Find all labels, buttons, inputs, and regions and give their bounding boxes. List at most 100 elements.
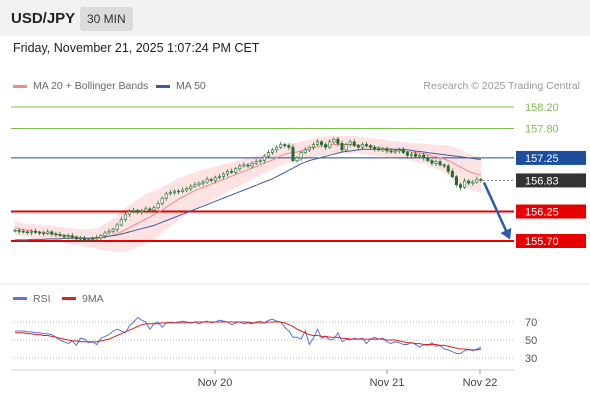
candle-body <box>119 219 123 226</box>
candle-body <box>99 235 103 239</box>
candle-body <box>148 208 152 211</box>
candle-body <box>66 235 70 238</box>
candle-body <box>25 231 29 233</box>
rsi-tick-70: 70 <box>525 317 537 329</box>
rsi-panel: 30 50 70 <box>11 316 537 365</box>
candle-body <box>299 152 303 159</box>
candle-body <box>246 164 250 167</box>
header-bar: USD/JPY 30 MIN <box>0 0 590 36</box>
price-label-155-70: 155.70 <box>525 236 559 248</box>
rsi-swatch <box>13 297 27 300</box>
candle-body <box>340 143 344 151</box>
candle-body <box>352 141 356 146</box>
candle-body <box>78 238 82 240</box>
candle-body <box>279 144 283 148</box>
rsi-legend-label: RSI <box>33 293 51 305</box>
candle-body <box>442 164 446 167</box>
x-tick-label: Nov 20 <box>198 377 233 389</box>
candle-body <box>50 231 54 235</box>
ma50-swatch <box>156 84 170 88</box>
candle-body <box>397 149 401 152</box>
candle-body <box>103 232 107 236</box>
candle-body <box>238 165 242 169</box>
candle-body <box>250 162 254 167</box>
candle-body <box>360 144 364 148</box>
candle-body <box>111 228 115 232</box>
bollinger-band-area <box>15 135 481 252</box>
legend-bollinger: MA 20 + Bollinger Bands <box>13 80 148 92</box>
candle-body <box>95 237 99 240</box>
rsi-tick-50: 50 <box>525 335 537 347</box>
candle-body <box>258 160 262 162</box>
candle-body <box>458 184 463 188</box>
candle-body <box>364 144 369 146</box>
candle-body <box>144 208 148 212</box>
candle-body <box>409 153 414 156</box>
ma50-legend-label: MA 50 <box>176 80 206 92</box>
candle-body <box>42 232 46 235</box>
candle-body <box>13 229 17 232</box>
x-tick-label: Nov 21 <box>370 377 405 389</box>
candle-body <box>254 161 258 164</box>
candle-body <box>266 152 270 157</box>
candle-body <box>38 232 42 234</box>
candle-body <box>234 168 238 173</box>
candle-body <box>21 231 25 233</box>
candle-body <box>295 157 299 161</box>
panel-separators <box>0 283 590 371</box>
rsi-legend: RSI 9MA <box>13 293 104 305</box>
candle-body <box>54 233 58 236</box>
candle-body <box>185 188 189 191</box>
candle-body <box>418 154 422 157</box>
candle-body <box>287 145 291 148</box>
candle-body <box>401 149 405 153</box>
candle-body <box>29 231 33 233</box>
timeframe-button[interactable]: 30 MIN <box>80 7 133 31</box>
price-label-156-25: 156.25 <box>525 207 559 219</box>
candle-body <box>115 224 119 230</box>
candle-body <box>332 138 336 143</box>
datetime-label: Friday, November 21, 2025 1:07:24 PM CET <box>13 41 260 55</box>
candle-body <box>226 171 230 175</box>
level-lines-layer <box>11 106 514 242</box>
candle-body <box>393 150 397 153</box>
forecast-arrow-layer <box>482 181 512 240</box>
credit-label: Research © 2025 Trading Central <box>423 80 580 92</box>
candle-body <box>356 145 360 148</box>
candle-body <box>70 235 74 238</box>
candle-body <box>91 238 95 240</box>
candle-body <box>385 148 389 152</box>
candle-body <box>414 153 418 157</box>
candle-body <box>33 231 38 233</box>
candle-body <box>107 231 111 234</box>
candle-body <box>381 148 385 151</box>
candle-body <box>328 141 332 148</box>
x-tick-label: Nov 22 <box>463 377 498 389</box>
rsi-tick-30: 30 <box>525 353 537 365</box>
bollinger-legend-label: MA 20 + Bollinger Bands <box>33 80 149 92</box>
candle-body <box>324 144 328 148</box>
candle-body <box>344 144 348 151</box>
candle-body <box>164 193 168 199</box>
candle-body <box>172 190 176 194</box>
rsi-ma-legend-label: 9MA <box>82 293 104 305</box>
candle-body <box>17 229 21 232</box>
rsi-series-rsi-line <box>15 316 482 354</box>
candle-body <box>463 180 467 188</box>
candle-body <box>152 207 156 211</box>
candle-body <box>291 146 295 161</box>
candle-body <box>62 235 66 238</box>
candle-body <box>127 211 132 215</box>
candle-body <box>450 171 454 177</box>
rsi-ma-swatch <box>62 297 76 300</box>
candle-body <box>176 190 181 193</box>
candle-body <box>283 144 287 146</box>
candles-layer <box>13 137 483 243</box>
candle-body <box>471 181 475 184</box>
candle-body <box>132 210 136 212</box>
candle-body <box>438 161 442 166</box>
candle-body <box>123 213 127 220</box>
candle-body <box>221 173 226 177</box>
candle-body <box>434 161 438 164</box>
candle-body <box>181 189 185 192</box>
